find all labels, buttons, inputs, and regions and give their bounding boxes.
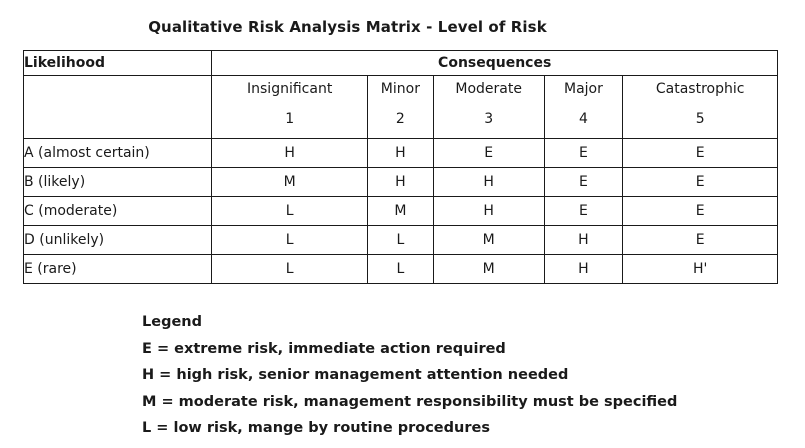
risk-cell: L (211, 196, 368, 226)
legend-item: H = high risk, senior management attenti… (142, 367, 569, 383)
risk-cell: E (543, 167, 624, 197)
consequence-number: 3 (484, 111, 494, 127)
consequence-name: Insignificant (247, 81, 333, 97)
consequence-name: Catastrophic (655, 81, 745, 97)
table-row: C (moderate) L M H E E (22, 196, 778, 226)
risk-cell: H (366, 138, 434, 168)
likelihood-label: B (likely) (22, 167, 213, 197)
table-row: D (unlikely) L L M H E (22, 225, 778, 255)
risk-cell: E (432, 138, 545, 168)
consequence-number: 2 (395, 111, 405, 127)
header-row: Likelihood Consequences (22, 50, 778, 76)
risk-cell: E (543, 138, 624, 168)
risk-cell: H (211, 138, 368, 168)
risk-cell: H (543, 254, 624, 284)
consequence-name: Minor (380, 81, 420, 97)
risk-cell: M (366, 196, 434, 226)
risk-cell: L (366, 225, 434, 255)
legend-item: L = low risk, mange by routine procedure… (142, 420, 490, 436)
table-row: A (almost certain) H H E E E (22, 138, 778, 168)
risk-cell: M (432, 254, 545, 284)
likelihood-label: E (rare) (22, 254, 213, 284)
risk-matrix-table: Likelihood Consequences Insignificant 1 … (22, 50, 778, 284)
empty-corner-cell (22, 75, 213, 139)
consequence-name: Moderate (455, 81, 522, 97)
consequence-level-4: Major 4 (543, 75, 624, 139)
risk-cell: E (622, 138, 778, 168)
likelihood-label: A (almost certain) (22, 138, 213, 168)
consequence-levels-row: Insignificant 1 Minor 2 Moderate 3 Major… (22, 75, 778, 139)
legend-item: E = extreme risk, immediate action requi… (142, 340, 506, 357)
likelihood-header: Likelihood (22, 50, 213, 76)
risk-cell: L (366, 254, 434, 284)
likelihood-label: D (unlikely) (22, 225, 213, 255)
risk-cell: E (622, 167, 778, 197)
risk-cell: H (543, 225, 624, 255)
consequence-number: 5 (695, 111, 705, 127)
legend-heading: Legend (142, 314, 202, 330)
consequence-number: 4 (578, 111, 588, 127)
risk-cell: E (543, 196, 624, 226)
consequence-number: 1 (285, 111, 295, 127)
risk-cell: H (432, 196, 545, 226)
risk-cell: H (432, 167, 545, 197)
risk-cell: E (622, 196, 778, 226)
table-row: B (likely) M H H E E (22, 167, 778, 197)
legend: Legend E = extreme risk, immediate actio… (142, 309, 677, 442)
page-title: Qualitative Risk Analysis Matrix - Level… (148, 18, 547, 36)
consequence-name: Major (564, 81, 603, 97)
risk-cell: L (211, 225, 368, 255)
likelihood-label: C (moderate) (22, 196, 213, 226)
risk-cell: M (432, 225, 545, 255)
consequence-level-3: Moderate 3 (432, 75, 545, 139)
consequence-level-5: Catastrophic 5 (622, 75, 778, 139)
consequences-header: Consequences (211, 50, 778, 76)
consequence-level-2: Minor 2 (366, 75, 434, 139)
consequence-level-1: Insignificant 1 (211, 75, 368, 139)
table-row: E (rare) L L M H H' (22, 254, 778, 284)
risk-cell: H (366, 167, 434, 197)
risk-cell: H' (622, 254, 778, 284)
risk-cell: E (622, 225, 778, 255)
risk-cell: L (211, 254, 368, 284)
risk-cell: M (211, 167, 368, 197)
legend-item: M = moderate risk, management responsibi… (142, 393, 678, 410)
